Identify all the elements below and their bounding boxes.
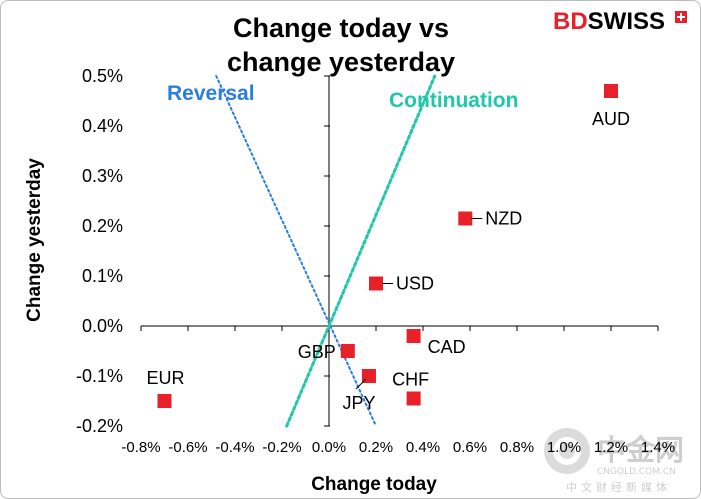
chart-title-line-1: Change today vs (233, 13, 449, 43)
point-marker-usd (369, 276, 383, 291)
y-tick-label: 0.4% (82, 116, 123, 136)
x-tick-label: 1.0% (547, 439, 581, 456)
brand-logo: BDSWISS (553, 8, 687, 35)
point-label-chf: CHF (392, 370, 429, 390)
point-marker-eur (157, 394, 172, 408)
point-label-gbp: GBP (298, 342, 336, 362)
x-tick-label: 0.4% (406, 439, 440, 456)
chart-title-line-2: change yesterday (227, 47, 455, 77)
y-tick-label: 0.5% (82, 66, 123, 86)
x-tick-label: 1.2% (594, 439, 628, 456)
continuation-line (285, 74, 437, 428)
x-tick-label: -0.6% (168, 439, 207, 456)
watermark: 中金网 CNGOLD.COM.CN 中文财经新媒体 (544, 428, 684, 494)
watermark-domain: CNGOLD.COM.CN (597, 467, 676, 477)
data-points: AUD NZD USD CAD GBP CHF JPY EUR (146, 84, 630, 413)
x-tick-label: 0.0% (312, 439, 346, 456)
point-label-cad: CAD (428, 337, 466, 357)
x-tick-label: -0.2% (262, 439, 301, 456)
y-tick-label: 0.2% (82, 216, 123, 236)
brand-logo-bd: BDSWISS (553, 8, 665, 35)
x-tick-label: -0.4% (215, 439, 254, 456)
point-label-usd: USD (396, 274, 434, 294)
watermark-coin-icon (544, 428, 590, 474)
y-tick-label: 0.3% (82, 166, 123, 186)
point-label-jpy: JPY (342, 393, 375, 413)
y-axis-title: Change yesterday (24, 158, 45, 322)
axes (140, 75, 659, 427)
point-label-aud: AUD (592, 109, 630, 129)
x-tick-label: 0.8% (500, 439, 534, 456)
continuation-annotation: Continuation (389, 89, 518, 112)
point-marker-cad (406, 329, 421, 343)
point-leader-jpy (355, 378, 367, 390)
y-tick-labels: 0.5% 0.4% 0.3% 0.2% 0.1% 0.0% -0.1% -0.2% (76, 66, 123, 436)
point-marker-aud (604, 84, 618, 98)
point-marker-chf (406, 391, 421, 406)
point-label-eur: EUR (146, 368, 184, 388)
swiss-cross-icon (675, 11, 687, 23)
reference-lines (215, 74, 437, 428)
point-marker-gbp (340, 344, 355, 358)
y-tick-label: 0.0% (82, 316, 123, 336)
y-tick-label: -0.1% (76, 366, 123, 386)
point-label-nzd: NZD (485, 209, 522, 229)
watermark-tagline: 中文财经新媒体 (566, 480, 671, 494)
reversal-annotation: Reversal (167, 82, 255, 105)
x-tick-labels: -0.8% -0.6% -0.4% -0.2% 0.0% 0.2% 0.4% 0.6% 0.8%… (121, 439, 675, 456)
x-tick-label: 1.4% (641, 439, 675, 456)
reversal-line (215, 75, 377, 427)
y-tick-label: -0.2% (76, 416, 123, 436)
y-tick-label: 0.1% (82, 266, 123, 286)
watermark-name: 中金网 (597, 433, 684, 467)
point-marker-nzd (458, 211, 473, 226)
x-tick-label: 0.6% (453, 439, 487, 456)
x-tick-label: -0.8% (121, 439, 160, 456)
x-tick-label: 0.2% (359, 439, 393, 456)
x-axis-title: Change today (311, 474, 437, 495)
